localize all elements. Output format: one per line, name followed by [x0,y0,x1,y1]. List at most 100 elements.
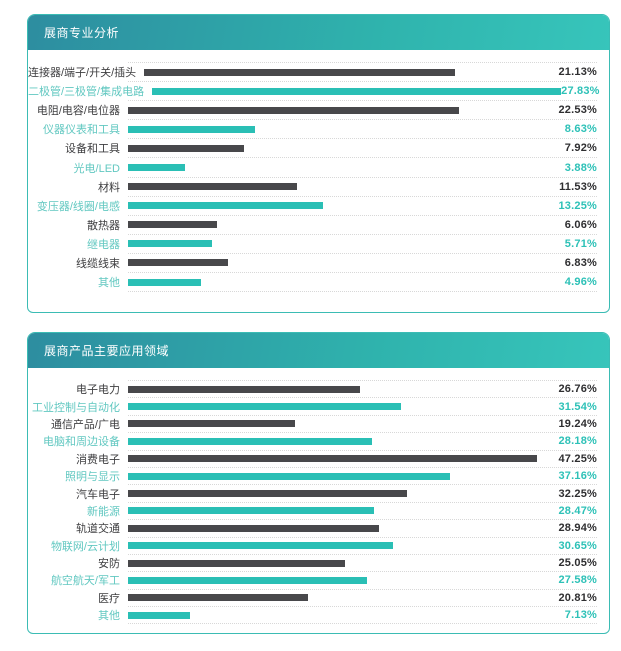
row-separator [128,272,597,274]
bar-track [128,420,537,428]
value-label: 28.47% [558,504,597,517]
bar-track [128,455,537,463]
chart-row: 二极管/三极管/集成电路 27.83% [28,82,600,100]
value-label: 19.24% [558,417,597,430]
row-separator [128,484,597,486]
value-label: 26.76% [558,383,597,396]
bar-track [128,202,537,210]
category-label: 其他 [98,277,120,290]
row-separator [128,536,597,538]
value-label: 6.06% [564,218,597,231]
value-label: 3.88% [564,161,597,174]
bar [128,125,255,133]
panel-title: 展商专业分析 [44,25,120,40]
bar-track [128,559,537,567]
category-label: 其他 [98,610,120,623]
row-separator [128,397,597,399]
chart-row: 变压器/线圈/电感 13.25% [28,197,597,215]
value-label: 31.54% [558,400,597,413]
bar [128,455,537,463]
chart-body: 电子电力 26.76% 工业控制与自动化 31.54% 通信产品/广电 19.24% 电脑和… [28,368,609,625]
chart-row: 电子电力 26.76% [28,381,597,397]
bar-track [152,87,562,95]
bar [128,594,309,602]
value-label: 28.18% [558,435,597,448]
chart-row: 安防 25.05% [28,555,597,571]
chart-row: 医疗 20.81% [28,590,597,606]
category-label: 继电器 [87,238,120,251]
bar-track [128,524,537,532]
bar [128,576,367,584]
bar-track [128,472,537,480]
value-label: 22.53% [558,104,597,117]
value-label: 4.96% [564,276,597,289]
category-label: 轨道交通 [76,523,120,536]
bar-track [144,68,553,76]
chart-body: 连接器/端子/开关/插头 21.13% 二极管/三极管/集成电路 27.83% 电阻/电… [28,50,609,293]
value-label: 27.83% [561,85,600,98]
value-label: 47.25% [558,452,597,465]
chart-row: 继电器 5.71% [28,235,597,253]
value-label: 25.05% [558,557,597,570]
value-label: 21.13% [558,66,597,79]
bar [128,472,450,480]
chart-row: 材料 11.53% [28,178,597,196]
category-label: 线缆线束 [76,257,120,270]
category-label: 变压器/线圈/电感 [36,200,120,213]
row-separator [128,233,597,235]
category-label: 光电/LED [73,162,120,175]
bar [128,183,298,191]
category-label: 通信产品/广电 [50,418,120,431]
value-label: 28.94% [558,522,597,535]
category-label: 汽车电子 [76,488,120,501]
category-label: 新能源 [87,505,120,518]
chart-row: 轨道交通 28.94% [28,520,597,536]
bar-track [128,125,537,133]
bar [128,106,460,114]
bar-track [128,221,537,229]
bar-track [128,611,537,619]
row-separator [128,252,597,254]
bar [128,403,401,411]
bar [128,240,212,248]
category-label: 仪器仪表和工具 [43,124,120,137]
category-label: 二极管/三极管/集成电路 [28,86,145,99]
value-label: 37.16% [558,470,597,483]
panel-header: 展商产品主要应用领域 [28,333,609,368]
bar [128,524,379,532]
value-label: 13.25% [558,199,597,212]
bar [152,87,562,95]
panel-product-application-areas: 展商产品主要应用领域 电子电力 26.76% 工业控制与自动化 31.54% 通信产品/… [27,332,610,634]
chart-row: 仪器仪表和工具 8.63% [28,120,597,138]
bar [144,68,455,76]
value-label: 20.81% [558,591,597,604]
bar [128,437,372,445]
row-separator [128,588,597,590]
bar-track [128,542,537,550]
chart-row: 消费电子 47.25% [28,451,597,467]
value-label: 7.92% [564,142,597,155]
bar [128,559,345,567]
bar [128,202,323,210]
bar-track [128,144,537,152]
bar [128,221,218,229]
chart-row: 光电/LED 3.88% [28,158,597,176]
chart-row: 新能源 28.47% [28,503,597,519]
category-label: 照明与显示 [65,471,120,484]
chart-row: 线缆线束 6.83% [28,254,597,272]
bar [128,385,360,393]
bar [128,144,245,152]
bar-track [128,576,537,584]
chart-row: 设备和工具 7.92% [28,139,597,157]
value-label: 7.13% [564,609,597,622]
bar-track [128,164,537,172]
row-separator [128,414,597,416]
row-separator [128,466,597,468]
category-label: 航空航天/军工 [50,575,120,588]
row-separator [128,501,597,503]
category-label: 物联网/云计划 [50,540,120,553]
row-separator [128,623,597,625]
chart-row: 散热器 6.06% [28,216,597,234]
category-label: 电子电力 [76,384,120,397]
value-label: 6.83% [564,256,597,269]
